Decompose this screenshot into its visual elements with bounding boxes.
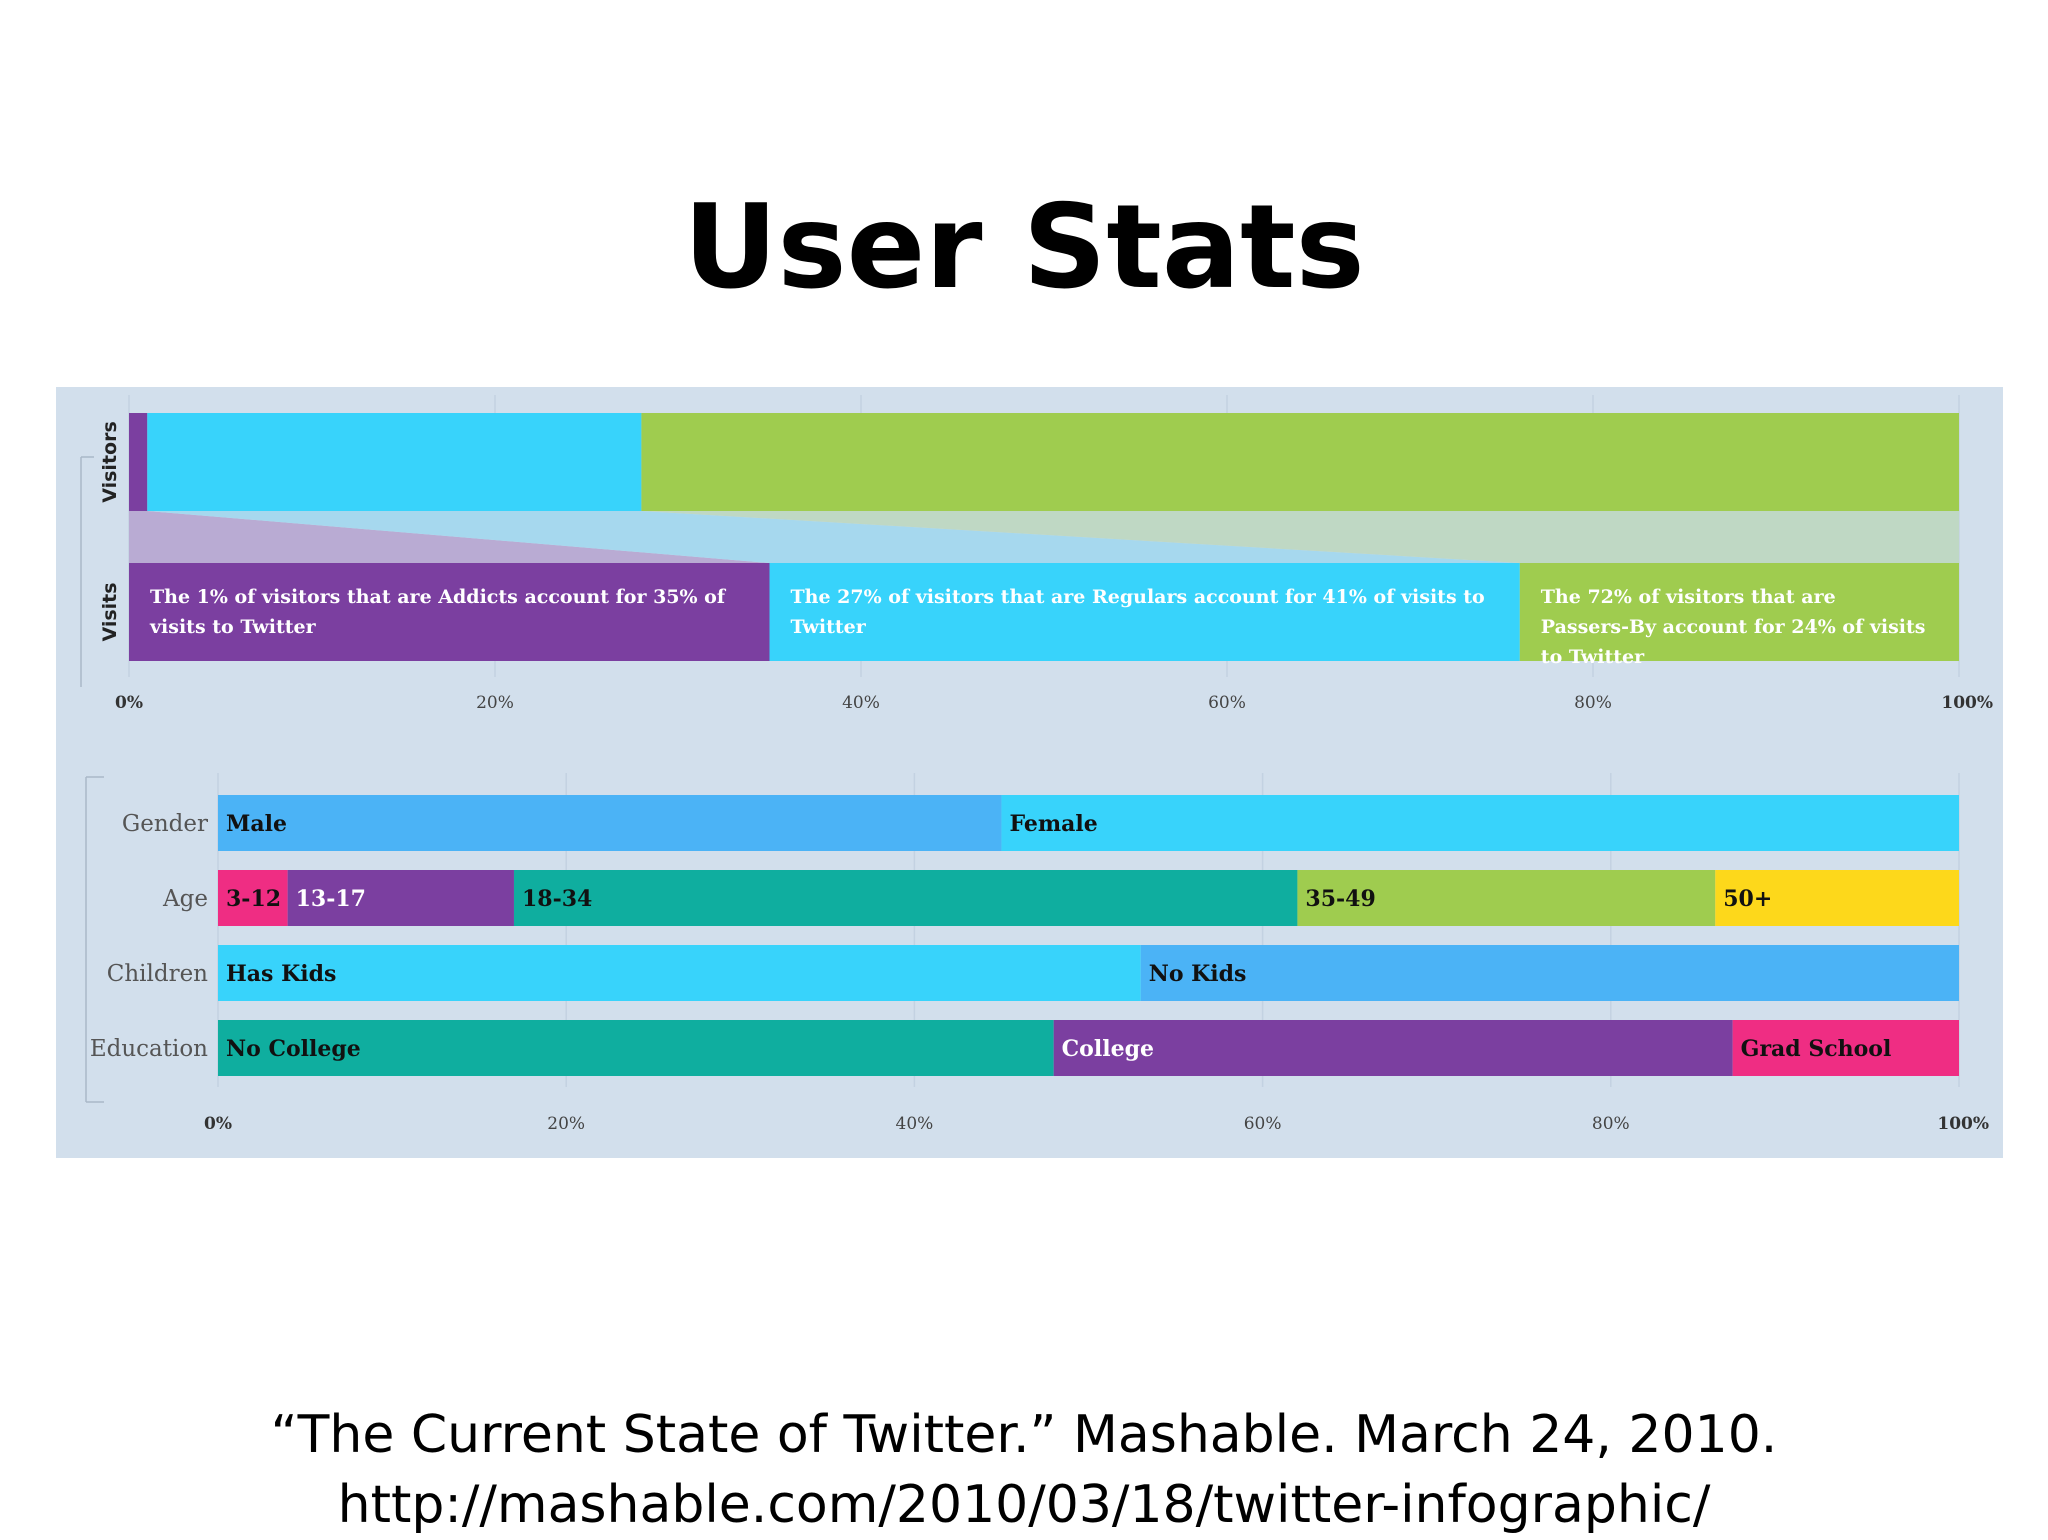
demographic-row-label: Children xyxy=(107,961,208,987)
visits-annotation: to Twitter xyxy=(1541,646,1645,668)
x-tick-label: 60% xyxy=(1244,1114,1282,1134)
citation-source: “The Current State of Twitter.” Mashable… xyxy=(270,1405,1778,1465)
visitors-axis-label: Visitors xyxy=(99,421,121,503)
visits-annotation: The 27% of visitors that are Regulars ac… xyxy=(791,586,1485,608)
demographic-segment-label: College xyxy=(1062,1036,1154,1062)
visits-bar-segment xyxy=(769,563,1520,661)
citation-url[interactable]: http://mashable.com/2010/03/18/twitter-i… xyxy=(337,1475,1711,1535)
funnel-band xyxy=(147,511,1520,563)
x-tick-label: 100% xyxy=(1937,1114,1989,1134)
demographic-bar-segment xyxy=(1001,795,1959,851)
demographic-row-label: Age xyxy=(162,886,208,912)
demographic-bar-segment xyxy=(1732,1020,1959,1076)
visits-annotation: visits to Twitter xyxy=(149,616,317,638)
demographic-bar-segment xyxy=(218,1020,1054,1076)
x-tick-label: 100% xyxy=(1941,693,1993,713)
demographic-row-label: Gender xyxy=(122,811,208,837)
x-tick-label: 60% xyxy=(1208,693,1246,713)
visits-annotation: The 1% of visitors that are Addicts acco… xyxy=(150,586,727,608)
visitors-bar-segment xyxy=(129,413,148,511)
visitors-bar-segment xyxy=(641,413,1959,511)
x-tick-label: 20% xyxy=(547,1114,585,1134)
x-tick-label: 80% xyxy=(1574,693,1612,713)
demographic-segment-label: Male xyxy=(226,811,287,837)
demographic-segment-label: Female xyxy=(1009,811,1097,837)
demographic-bar-segment xyxy=(1715,870,1959,926)
visits-annotation: The 72% of visitors that are xyxy=(1541,586,1836,608)
x-tick-label: 0% xyxy=(115,693,143,713)
demographic-segment-label: 50+ xyxy=(1723,886,1772,912)
demographic-bar-segment xyxy=(1140,945,1959,1001)
x-tick-label: 20% xyxy=(476,693,514,713)
funnel-band xyxy=(129,511,770,563)
demographic-bar-segment xyxy=(513,870,1298,926)
slide-title: User Stats xyxy=(683,180,1365,315)
demographic-bar-segment xyxy=(1297,870,1716,926)
demographic-bar-segment xyxy=(218,945,1141,1001)
chart-panel: Visitors Visits The 1% of visitors that ar… xyxy=(56,387,2003,1158)
demographic-segment-label: Grad School xyxy=(1741,1036,1892,1062)
visits-annotation: Passers-By account for 24% of visits xyxy=(1541,616,1926,638)
x-tick-label: 80% xyxy=(1592,1114,1630,1134)
demographic-bar-segment xyxy=(218,795,1002,851)
demographic-row-label: Education xyxy=(90,1036,208,1062)
visitors-bar-segment xyxy=(147,413,642,511)
demographic-segment-label: No College xyxy=(226,1036,361,1062)
demographic-segment-label: Has Kids xyxy=(226,961,336,987)
twitter-user-stats-chart: Visitors Visits The 1% of visitors that ar… xyxy=(80,395,1993,1134)
demographic-segment-label: 35-49 xyxy=(1305,886,1375,912)
demographic-segment-label: No Kids xyxy=(1149,961,1247,987)
x-tick-label: 0% xyxy=(204,1114,232,1134)
demographic-segment-label: 18-34 xyxy=(522,886,592,912)
visits-bar-segment xyxy=(1519,563,1959,661)
demographic-segment-label: 13-17 xyxy=(296,886,366,912)
funnel-band xyxy=(641,511,1959,563)
visits-annotation: Twitter xyxy=(791,616,867,638)
x-tick-label: 40% xyxy=(842,693,880,713)
demographic-bar-segment xyxy=(1053,1020,1733,1076)
demographic-segment-label: 3-12 xyxy=(226,886,281,912)
x-tick-label: 40% xyxy=(896,1114,934,1134)
visits-axis-label: Visits xyxy=(99,582,121,641)
demographic-bar-segment xyxy=(218,870,288,926)
visits-bar-segment xyxy=(129,563,770,661)
demographic-bar-segment xyxy=(287,870,514,926)
